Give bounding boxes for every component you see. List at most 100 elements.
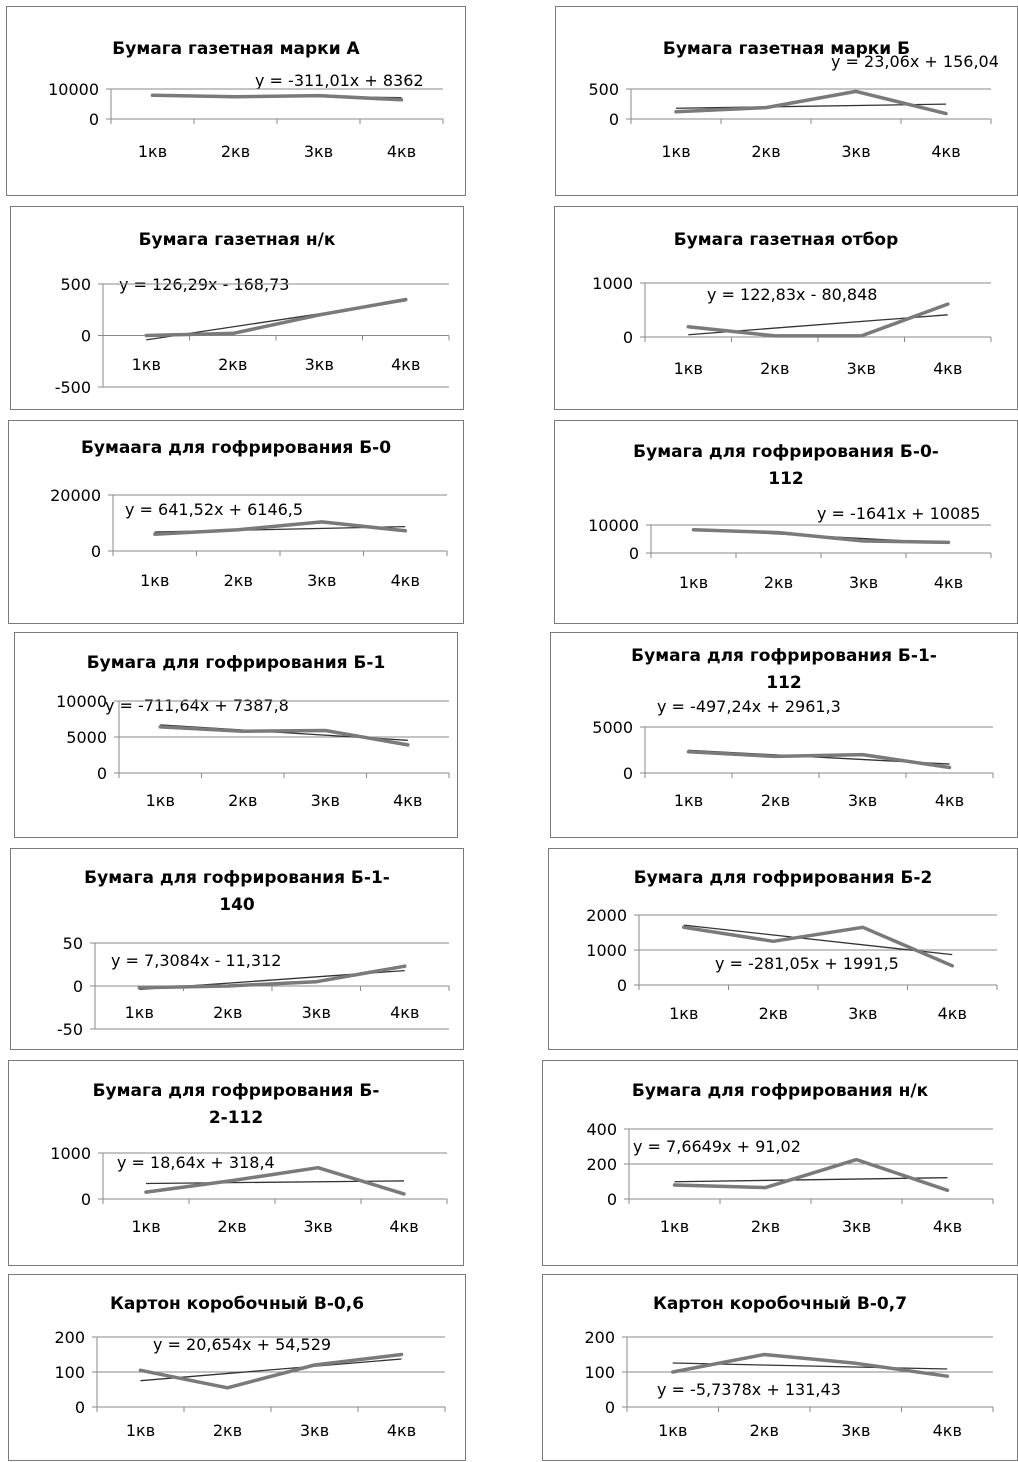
x-tick-label: 2кв: [213, 1421, 242, 1440]
y-tick-label: -500: [55, 378, 91, 397]
x-tick-label: 1кв: [669, 1004, 698, 1023]
x-tick-label: 3кв: [848, 791, 877, 810]
y-tick-label: 0: [91, 542, 101, 561]
trendline-equation: y = 18,64x + 318,4: [117, 1153, 275, 1172]
chart-plot-svg: 10000 5000 0 1кв 2кв 3кв 4кв: [56, 692, 450, 810]
x-tick-label: 1кв: [660, 1217, 689, 1236]
x-tick-label: 4кв: [393, 791, 422, 810]
y-tick-label: 20000: [50, 486, 101, 505]
x-tick-label: 3кв: [848, 1004, 877, 1023]
trendline-equation: y = 7,6649x + 91,02: [633, 1137, 801, 1156]
series-line: [153, 520, 408, 536]
chart-panel-b1-140: Бумага для гофрирования Б-1- 140 y = 7,3…: [10, 848, 464, 1050]
series-line: [674, 89, 948, 116]
chart-plot-svg: 500 0 1кв 2кв 3кв 4кв: [588, 80, 992, 161]
chart-plot-svg: 1000 0 1кв 2кв 3кв 4кв: [592, 274, 992, 378]
chart-plot-svg: 1000 0 1кв 2кв 3кв 4кв: [50, 1144, 448, 1236]
y-tick-label: 200: [54, 1328, 85, 1347]
x-tick-label: 1кв: [674, 791, 703, 810]
x-tick-label: 2кв: [224, 571, 253, 590]
series-line: [672, 1157, 950, 1193]
y-tick-label: 1000: [50, 1144, 91, 1163]
chart-title: Бумага для гофрирования Б-1- 140: [84, 868, 390, 915]
chart-plot-svg: 2000 1000 0 1кв 2кв 3кв 4кв: [586, 906, 998, 1023]
trendline-equation: y = -281,05x + 1991,5: [715, 954, 899, 973]
y-tick-label: 0: [89, 110, 99, 129]
x-tick-label: 2кв: [751, 1217, 780, 1236]
chart-plot-svg: 5000 0 1кв 2кв 3кв 4кв: [592, 718, 994, 810]
chart-panel-nk: Бумага для гофрирования н/к y = 7,6649x …: [542, 1060, 1018, 1266]
chart-plot-svg: 10000 0 1кв 2кв 3кв 4кв: [588, 516, 992, 592]
chart-title: Бумага газетная н/к: [138, 230, 336, 250]
x-tick-label: 3кв: [300, 1421, 329, 1440]
y-tick-label: 50: [63, 934, 83, 953]
x-tick-label: 2кв: [764, 573, 793, 592]
chart-title: Бумаага для гофрирования Б-0: [80, 438, 392, 458]
trendline-equation: y = 7,3084x - 11,312: [111, 951, 282, 970]
chart-panel-newsprint-b: Бумага газетная марки Б y = 23,06x + 156…: [555, 6, 1018, 196]
x-tick-label: 3кв: [303, 1217, 332, 1236]
x-tick-label: 1кв: [132, 355, 161, 374]
x-tick-label: 1кв: [679, 573, 708, 592]
x-tick-label: 2кв: [759, 1004, 788, 1023]
x-tick-label: 3кв: [841, 142, 870, 161]
x-tick-label: 4кв: [931, 142, 960, 161]
chart-panel-b1-112: Бумага для гофрирования Б-1- 112 y = -49…: [550, 632, 1018, 838]
chart-panel-b0: Бумаага для гофрирования Б-0 y = 641,52x…: [8, 420, 464, 624]
series-line: [144, 297, 408, 338]
chart-title: Бумага для гофрирования н/к: [631, 1081, 929, 1101]
series-line: [671, 1352, 950, 1378]
trendline-equation: y = 641,52x + 6146,5: [125, 500, 304, 519]
trendline-equation: y = -1641x + 10085: [817, 504, 981, 523]
x-tick-label: 4кв: [933, 359, 962, 378]
y-tick-label: 200: [586, 1155, 617, 1174]
series-line: [691, 528, 951, 545]
trendline-equation: y = -5,7378x + 131,43: [657, 1380, 841, 1399]
chart-title: Бумага для гофрирования Б-2: [633, 868, 933, 888]
trendline: [140, 1358, 402, 1382]
y-tick-label: 10000: [48, 80, 99, 99]
y-tick-label: 0: [81, 327, 91, 346]
trendline: [675, 103, 947, 109]
x-tick-label: 3кв: [841, 1421, 870, 1440]
x-tick-label: 3кв: [842, 1217, 871, 1236]
chart-plot-svg: 500 0 -500 1кв 2кв 3кв 4кв: [55, 275, 450, 397]
trendline: [674, 1177, 948, 1183]
x-tick-label: 3кв: [304, 142, 333, 161]
trendline-equation: y = -311,01x + 8362: [255, 71, 424, 90]
x-tick-label: 4кв: [387, 1421, 416, 1440]
trendline-equation: y = 122,83x - 80,848: [707, 285, 878, 304]
x-tick-label: 2кв: [228, 791, 257, 810]
series-line: [150, 93, 404, 102]
chart-title: Бумага для гофрирования Б- 2-112: [92, 1081, 380, 1128]
x-tick-label: 3кв: [302, 1003, 331, 1022]
chart-panel-b2-112: Бумага для гофрирования Б- 2-112 y = 18,…: [8, 1060, 464, 1266]
x-tick-label: 1кв: [674, 359, 703, 378]
x-tick-label: 2кв: [750, 1421, 779, 1440]
x-tick-label: 3кв: [307, 571, 336, 590]
y-tick-label: 0: [609, 110, 619, 129]
y-tick-label: 0: [623, 328, 633, 347]
y-tick-label: 0: [623, 764, 633, 783]
series-line: [144, 1165, 406, 1196]
y-tick-label: 0: [629, 544, 639, 563]
y-tick-label: 1000: [586, 941, 627, 960]
y-tick-label: 200: [584, 1328, 615, 1347]
series-line: [137, 964, 407, 990]
x-tick-label: 3кв: [305, 355, 334, 374]
series-line: [686, 750, 952, 770]
y-tick-label: 10000: [588, 516, 639, 535]
y-tick-label: 10000: [56, 692, 107, 711]
trendline-equation: y = 20,654x + 54,529: [153, 1335, 332, 1354]
chart-title: Картон коробочный В-0,6: [109, 1294, 365, 1314]
x-tick-label: 4кв: [391, 355, 420, 374]
x-tick-label: 4кв: [389, 1217, 418, 1236]
x-tick-label: 3кв: [847, 359, 876, 378]
y-tick-label: 0: [81, 1190, 91, 1209]
x-tick-label: 4кв: [938, 1004, 967, 1023]
y-tick-label: 2000: [586, 906, 627, 925]
y-tick-label: 0: [97, 764, 107, 783]
x-tick-label: 3кв: [311, 791, 340, 810]
x-tick-label: 2кв: [761, 791, 790, 810]
chart-title: Бумага для гофрирования Б-1- 112: [631, 646, 937, 693]
